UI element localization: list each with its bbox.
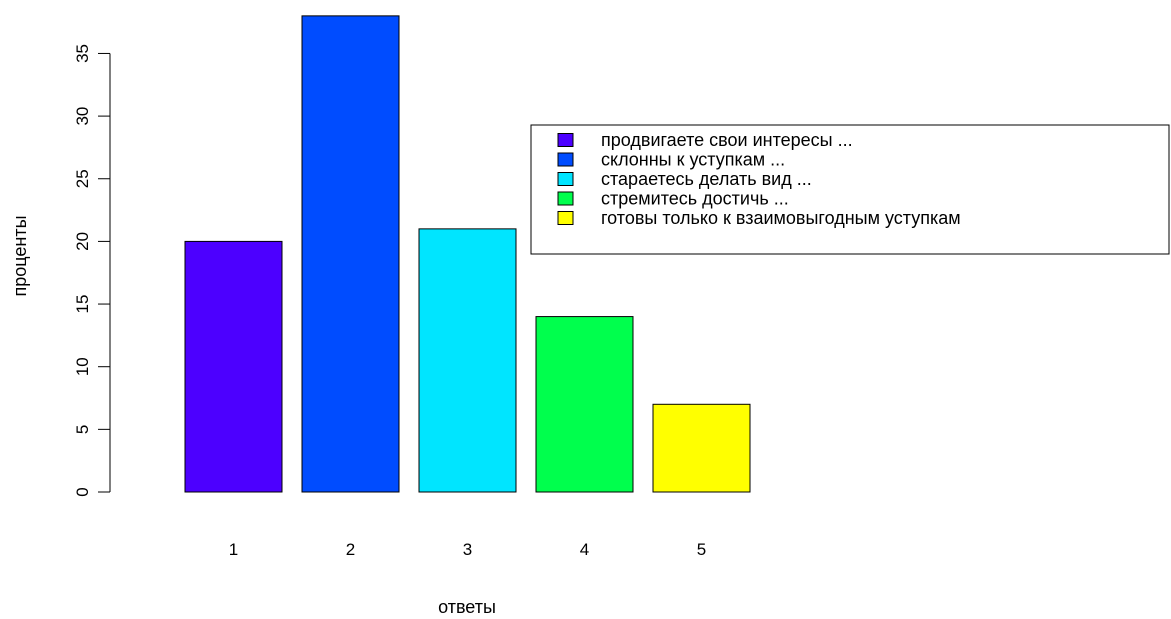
y-tick-label: 0 (73, 487, 92, 496)
bar-5 (652, 403, 751, 493)
legend: продвигаете свои интересы ...склонны к у… (530, 124, 1170, 255)
legend-label: склонны к уступкам ... (601, 150, 785, 170)
legend-label: готовы только к взаимовыгодным уступкам (601, 208, 961, 228)
x-tick-label: 4 (580, 540, 589, 559)
bar-1 (184, 240, 283, 493)
bar-3 (418, 228, 517, 493)
x-tick-label: 2 (346, 540, 355, 559)
y-tick-label: 25 (73, 169, 92, 188)
legend-swatch (557, 191, 574, 206)
x-tick-label: 5 (697, 540, 706, 559)
legend-label: продвигаете свои интересы ... (601, 130, 853, 150)
legend-label: стремитесь достичь ... (601, 189, 789, 209)
y-tick-label: 35 (73, 44, 92, 63)
legend-swatch (557, 172, 574, 186)
legend-box (530, 124, 1170, 255)
legend-swatch (557, 133, 574, 147)
y-axis: 0 5 10 15 20 25 30 35 (73, 44, 111, 497)
y-tick-label: 15 (73, 295, 92, 314)
bar-4 (535, 316, 634, 493)
legend-label: стараетесь делать вид ... (601, 169, 812, 189)
x-tick-labels: 1 2 3 4 5 (229, 540, 706, 559)
legend-swatch (557, 152, 574, 167)
x-tick-label: 1 (229, 540, 238, 559)
bars (184, 15, 751, 493)
y-tick-label: 20 (73, 232, 92, 251)
y-tick-label: 30 (73, 107, 92, 126)
y-tick-label: 5 (73, 425, 92, 434)
x-tick-label: 3 (463, 540, 472, 559)
legend-items: продвигаете свои интересы ...склонны к у… (557, 130, 961, 228)
y-axis-title: проценты (10, 215, 30, 296)
bar-2 (301, 15, 400, 493)
legend-swatch (557, 211, 574, 225)
x-axis-title: ответы (438, 597, 496, 617)
y-tick-label: 10 (73, 357, 92, 376)
